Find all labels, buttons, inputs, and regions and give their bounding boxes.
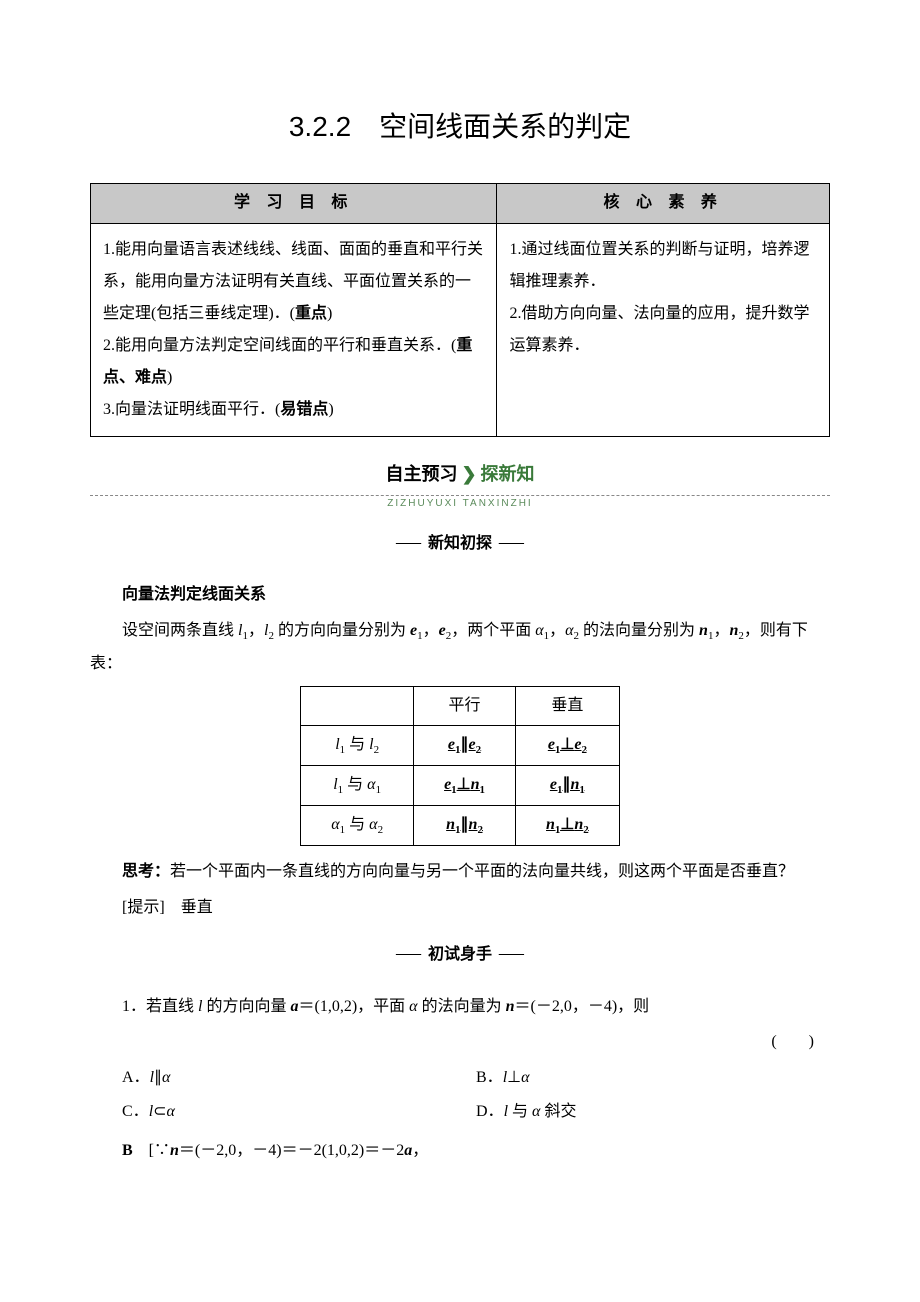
objectives-header-right: 核 心 素 养 xyxy=(497,184,830,223)
question-paren: ( ) xyxy=(90,1027,830,1057)
table-row: α1 与 α2 n1∥n2 n1⊥n2 xyxy=(301,806,620,846)
question-stem: 1．若直线 l 的方向向量 a＝(1,0,2)，平面 α 的法向量为 n＝(－2… xyxy=(90,991,830,1023)
section-heading: 向量法判定线面关系 xyxy=(90,579,830,611)
options-block: A．l∥α B．l⊥α C．l⊂α D．l 与 α 斜交 xyxy=(122,1063,830,1128)
vt-blank xyxy=(301,686,414,725)
page-title: 3.2.2 空间线面关系的判定 xyxy=(90,100,830,153)
banner-right: 探新知 xyxy=(481,457,535,491)
subheader-1-text: 新知初探 xyxy=(422,527,498,561)
banner-sep-icon: ❯ xyxy=(461,457,476,491)
thinking-text: 若一个平面内一条直线的方向向量与另一个平面的法向量共线，则这两个平面是否垂直？ xyxy=(170,863,794,880)
table-row: l1 与 l2 e1∥e2 e1⊥e2 xyxy=(301,725,620,765)
objectives-cell-left: 1.能用向量语言表述线线、线面、面面的垂直和平行关系，能用向量方法证明有关直线、… xyxy=(91,223,497,436)
subheader-1: ⸺新知初探⸺ xyxy=(90,527,830,561)
objectives-table: 学 习 目 标 核 心 素 养 1.能用向量语言表述线线、线面、面面的垂直和平行… xyxy=(90,183,830,436)
subheader-2-text: 初试身手 xyxy=(422,938,498,972)
option-a: A．l∥α xyxy=(122,1063,476,1093)
option-c: C．l⊂α xyxy=(122,1097,476,1127)
hint-text: 垂直 xyxy=(181,899,213,916)
option-d: D．l 与 α 斜交 xyxy=(476,1097,830,1127)
vector-relation-table: 平行 垂直 l1 与 l2 e1∥e2 e1⊥e2 l1 与 α1 e1⊥n1 … xyxy=(300,686,620,847)
vt-row-label: l1 与 α1 xyxy=(301,766,414,806)
answer-line: B [∵n＝(－2,0，－4)＝－2(1,0,2)＝－2a， xyxy=(90,1136,830,1166)
thinking-para: 思考：若一个平面内一条直线的方向向量与另一个平面的法向量共线，则这两个平面是否垂… xyxy=(90,856,830,888)
subheader-2: ⸺初试身手⸺ xyxy=(90,938,830,972)
vt-row-label: α1 与 α2 xyxy=(301,806,414,846)
banner-pinyin: ZIZHUYUXI TANXINZHI xyxy=(90,494,830,513)
hint-para: [提示] 垂直 xyxy=(90,892,830,924)
option-b: B．l⊥α xyxy=(476,1063,830,1093)
objectives-cell-right: 1.通过线面位置关系的判断与证明，培养逻辑推理素养． 2.借助方向向量、法向量的… xyxy=(497,223,830,436)
table-row: l1 与 α1 e1⊥n1 e1∥n1 xyxy=(301,766,620,806)
vt-header-parallel: 平行 xyxy=(414,686,516,725)
vt-row-label: l1 与 l2 xyxy=(301,725,414,765)
banner-left: 自主预习 xyxy=(385,457,457,491)
intro-para: 设空间两条直线 l1，l2 的方向向量分别为 e1，e2，两个平面 α1，α2 … xyxy=(90,615,830,679)
answer-label: B xyxy=(122,1142,133,1159)
objectives-header-left: 学 习 目 标 xyxy=(91,184,497,223)
hint-label: [提示] xyxy=(122,899,165,916)
vt-header-perp: 垂直 xyxy=(516,686,620,725)
section-banner-1: 自主预习 ❯ 探新知 xyxy=(90,457,830,491)
